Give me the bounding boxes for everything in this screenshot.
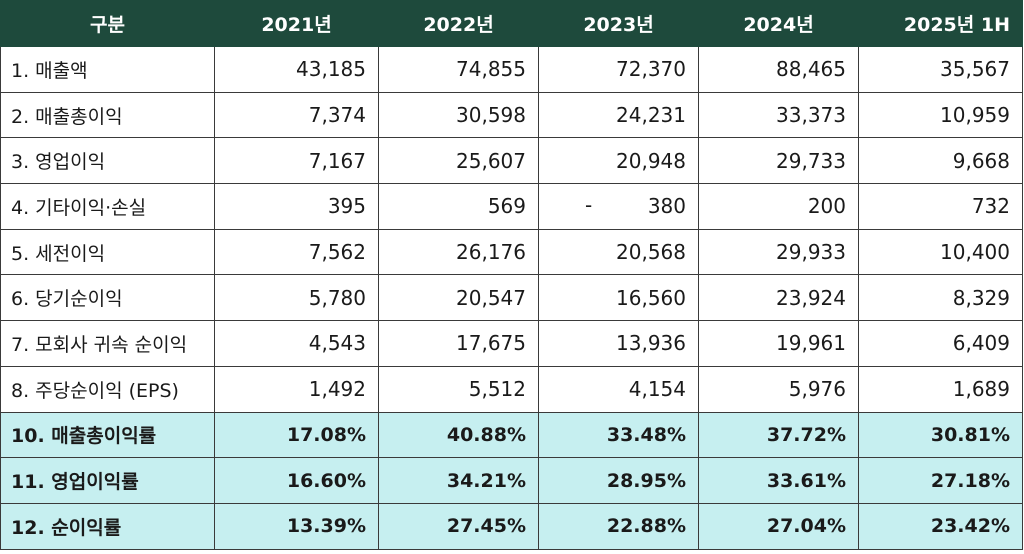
header-2023: 2023년 (538, 0, 699, 47)
cell-value: 6,409 (858, 320, 1023, 367)
cell-value: 28.95% (538, 457, 699, 504)
cell-value: 27.18% (858, 457, 1023, 504)
cell-value: 732 (858, 183, 1023, 230)
ratio-row: 11. 영업이익률 16.60% 34.21% 28.95% 33.61% 27… (0, 457, 1023, 504)
cell-value: 23.42% (858, 502, 1023, 550)
table-row: 2. 매출총이익 7,374 30,598 24,231 33,373 10,9… (0, 91, 1023, 139)
cell-value: 9,668 (858, 137, 1023, 185)
cell-value: 33.61% (698, 457, 859, 504)
ratio-row: 12. 순이익률 13.39% 27.45% 22.88% 27.04% 23.… (0, 502, 1023, 550)
cell-value-text: 380 (647, 194, 686, 219)
header-2024: 2024년 (698, 0, 859, 47)
row-label: 4. 기타이익·손실 (0, 183, 215, 230)
cell-value: 20,568 (538, 228, 699, 276)
row-label: 6. 당기순이익 (0, 274, 215, 322)
cell-value: 27.45% (378, 502, 539, 550)
cell-value: 5,976 (698, 365, 859, 413)
row-label: 1. 매출액 (0, 46, 215, 93)
cell-value: 29,733 (698, 137, 859, 185)
cell-value: 1,689 (858, 365, 1023, 413)
cell-value: 37.72% (698, 411, 859, 459)
cell-value: 30.81% (858, 411, 1023, 459)
cell-value: 29,933 (698, 228, 859, 276)
ratio-row: 10. 매출총이익률 17.08% 40.88% 33.48% 37.72% 3… (0, 411, 1023, 459)
row-label: 12. 순이익률 (0, 502, 215, 550)
cell-value: 17,675 (378, 320, 539, 367)
cell-value: 74,855 (378, 46, 539, 93)
cell-value-negative: - 380 (538, 183, 699, 230)
cell-value: 16.60% (214, 457, 379, 504)
cell-value: 17.08% (214, 411, 379, 459)
cell-value: 33.48% (538, 411, 699, 459)
cell-value: 20,547 (378, 274, 539, 322)
header-category: 구분 (0, 0, 215, 47)
cell-value: 4,543 (214, 320, 379, 367)
cell-value: 27.04% (698, 502, 859, 550)
cell-value: 25,607 (378, 137, 539, 185)
table-row: 8. 주당순이익 (EPS) 1,492 5,512 4,154 5,976 1… (0, 365, 1023, 413)
cell-value: 5,780 (214, 274, 379, 322)
cell-value: 569 (378, 183, 539, 230)
cell-value: 13.39% (214, 502, 379, 550)
cell-value: 23,924 (698, 274, 859, 322)
table-row: 1. 매출액 43,185 74,855 72,370 88,465 35,56… (0, 46, 1023, 93)
cell-value: 7,374 (214, 91, 379, 139)
cell-value: 7,167 (214, 137, 379, 185)
cell-value: 10,959 (858, 91, 1023, 139)
table-row: 3. 영업이익 7,167 25,607 20,948 29,733 9,668 (0, 137, 1023, 185)
cell-value: 19,961 (698, 320, 859, 367)
cell-value: 40.88% (378, 411, 539, 459)
cell-value: 20,948 (538, 137, 699, 185)
header-2021: 2021년 (214, 0, 379, 47)
cell-value: 13,936 (538, 320, 699, 367)
cell-value: 7,562 (214, 228, 379, 276)
negative-sign: - (585, 193, 593, 218)
cell-value: 72,370 (538, 46, 699, 93)
cell-value: 8,329 (858, 274, 1023, 322)
table-header-row: 구분 2021년 2022년 2023년 2024년 2025년 1H (0, 0, 1023, 47)
cell-value: 33,373 (698, 91, 859, 139)
cell-value: 1,492 (214, 365, 379, 413)
row-label: 11. 영업이익률 (0, 457, 215, 504)
cell-value: 5,512 (378, 365, 539, 413)
row-label: 3. 영업이익 (0, 137, 215, 185)
cell-value: 200 (698, 183, 859, 230)
header-2022: 2022년 (378, 0, 539, 47)
header-2025-1h: 2025년 1H (858, 0, 1023, 47)
cell-value: 4,154 (538, 365, 699, 413)
row-label: 5. 세전이익 (0, 228, 215, 276)
cell-value: 43,185 (214, 46, 379, 93)
cell-value: 395 (214, 183, 379, 230)
table-row: 4. 기타이익·손실 395 569 - 380 200 732 (0, 183, 1023, 230)
cell-value: 24,231 (538, 91, 699, 139)
cell-value: 22.88% (538, 502, 699, 550)
row-label: 8. 주당순이익 (EPS) (0, 365, 215, 413)
cell-value: 35,567 (858, 46, 1023, 93)
cell-value: 34.21% (378, 457, 539, 504)
table-row: 5. 세전이익 7,562 26,176 20,568 29,933 10,40… (0, 228, 1023, 276)
cell-value: 88,465 (698, 46, 859, 93)
table-row: 7. 모회사 귀속 순이익 4,543 17,675 13,936 19,961… (0, 320, 1023, 367)
row-label: 10. 매출총이익률 (0, 411, 215, 459)
row-label: 7. 모회사 귀속 순이익 (0, 320, 215, 367)
row-label: 2. 매출총이익 (0, 91, 215, 139)
cell-value: 30,598 (378, 91, 539, 139)
cell-value: 10,400 (858, 228, 1023, 276)
cell-value: 16,560 (538, 274, 699, 322)
cell-value: 26,176 (378, 228, 539, 276)
table-row: 6. 당기순이익 5,780 20,547 16,560 23,924 8,32… (0, 274, 1023, 322)
